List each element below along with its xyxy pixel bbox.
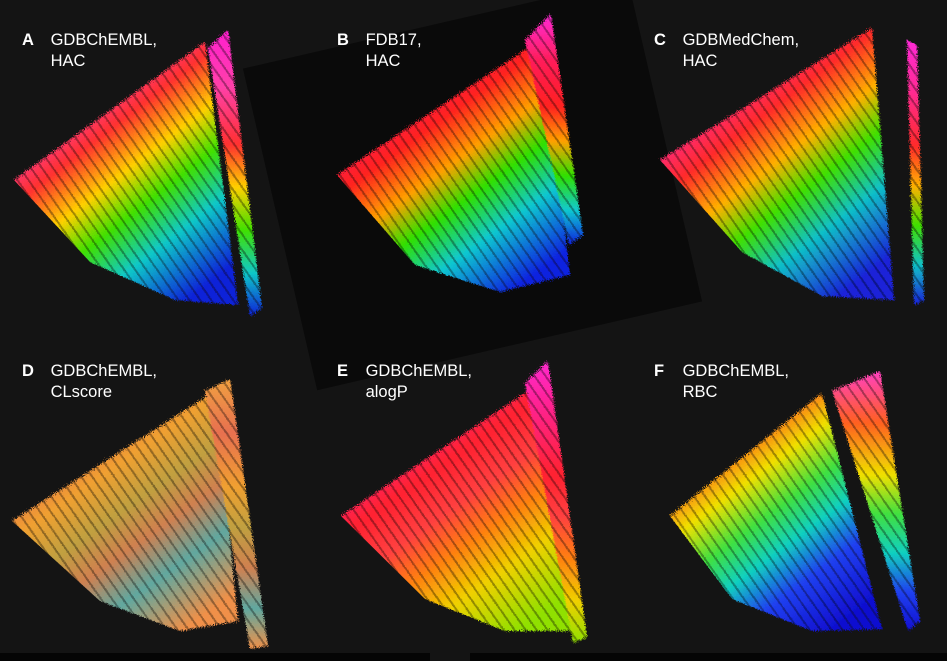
side-band bbox=[525, 361, 587, 643]
panel-letter: B bbox=[337, 31, 349, 49]
panel-caption: GDBMedChem, HAC bbox=[683, 30, 799, 72]
panel-letter: A bbox=[22, 31, 34, 49]
side-band bbox=[832, 371, 920, 631]
main-wedge bbox=[670, 393, 882, 631]
panel-letter: F bbox=[654, 362, 665, 380]
panel-letter: D bbox=[22, 362, 34, 380]
panel-dataset: GDBChEMBL, bbox=[682, 362, 789, 380]
main-wedge bbox=[12, 391, 238, 631]
tmap-plot bbox=[660, 28, 924, 305]
panel-property: HAC bbox=[50, 52, 86, 70]
side-band bbox=[208, 30, 262, 316]
main-wedge bbox=[337, 38, 570, 292]
panel-d: D GDBChEMBL, CLscore bbox=[0, 331, 315, 661]
panel-label: F GDBChEMBL, RBC bbox=[654, 361, 789, 403]
panel-dataset: GDBMedChem, bbox=[682, 31, 800, 49]
panel-label: A GDBChEMBL, HAC bbox=[22, 30, 157, 72]
panel-letter: C bbox=[654, 31, 666, 49]
panel-dataset: GDBChEMBL, bbox=[50, 31, 157, 49]
panel-dataset: FDB17, bbox=[365, 31, 422, 49]
side-band bbox=[907, 40, 924, 305]
panel-property: alogP bbox=[365, 383, 408, 401]
panel-dataset: GDBChEMBL, bbox=[50, 362, 157, 380]
main-wedge bbox=[14, 42, 238, 305]
panel-e: E GDBChEMBL, alogP bbox=[315, 331, 630, 661]
panel-label: B FDB17, HAC bbox=[337, 30, 422, 72]
main-wedge bbox=[660, 28, 894, 300]
panel-property: CLscore bbox=[50, 383, 113, 401]
bottom-bar-left bbox=[0, 653, 430, 661]
main-wedge bbox=[341, 381, 577, 631]
panel-caption: GDBChEMBL, HAC bbox=[51, 30, 157, 72]
panel-a: A GDBChEMBL, HAC bbox=[0, 0, 315, 330]
panel-label: C GDBMedChem, HAC bbox=[654, 30, 799, 72]
bottom-bar-right bbox=[470, 653, 947, 661]
panel-property: HAC bbox=[682, 52, 718, 70]
panel-caption: GDBChEMBL, alogP bbox=[366, 361, 472, 403]
side-band bbox=[525, 14, 583, 245]
panel-dataset: GDBChEMBL, bbox=[365, 362, 472, 380]
tmap-plot bbox=[341, 361, 587, 643]
tmap-plot bbox=[14, 30, 262, 316]
panel-caption: GDBChEMBL, CLscore bbox=[51, 361, 157, 403]
panel-caption: GDBChEMBL, RBC bbox=[683, 361, 789, 403]
panel-caption: FDB17, HAC bbox=[366, 30, 422, 72]
panel-property: HAC bbox=[365, 52, 401, 70]
tmap-plot bbox=[12, 379, 268, 649]
panel-label: E GDBChEMBL, alogP bbox=[337, 361, 472, 403]
panel-c: C GDBMedChem, HAC bbox=[632, 0, 947, 330]
tmap-plot bbox=[337, 14, 583, 292]
panel-label: D GDBChEMBL, CLscore bbox=[22, 361, 157, 403]
panel-letter: E bbox=[337, 362, 349, 380]
tmap-plot bbox=[670, 371, 920, 631]
panel-b: B FDB17, HAC bbox=[315, 0, 630, 330]
side-band bbox=[205, 379, 268, 649]
panel-property: RBC bbox=[682, 383, 718, 401]
panel-f: F GDBChEMBL, RBC bbox=[632, 331, 947, 661]
